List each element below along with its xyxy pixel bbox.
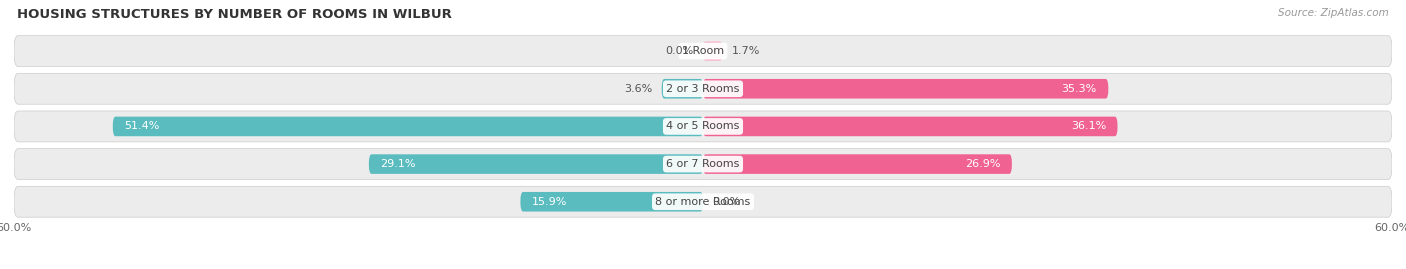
FancyBboxPatch shape [703,79,1108,98]
Text: 35.3%: 35.3% [1062,84,1097,94]
FancyBboxPatch shape [703,41,723,61]
Text: 0.0%: 0.0% [665,46,693,56]
FancyBboxPatch shape [14,111,1392,142]
Text: 15.9%: 15.9% [531,197,567,207]
Text: 51.4%: 51.4% [124,121,160,132]
FancyBboxPatch shape [703,117,1118,136]
Text: 36.1%: 36.1% [1071,121,1107,132]
FancyBboxPatch shape [14,149,1392,179]
Text: 2 or 3 Rooms: 2 or 3 Rooms [666,84,740,94]
Text: 3.6%: 3.6% [624,84,652,94]
FancyBboxPatch shape [112,117,703,136]
FancyBboxPatch shape [703,154,1012,174]
Text: 4 or 5 Rooms: 4 or 5 Rooms [666,121,740,132]
FancyBboxPatch shape [368,154,703,174]
FancyBboxPatch shape [520,192,703,211]
FancyBboxPatch shape [14,73,1392,104]
Text: 26.9%: 26.9% [965,159,1001,169]
Text: Source: ZipAtlas.com: Source: ZipAtlas.com [1278,8,1389,18]
Text: 1 Room: 1 Room [682,46,724,56]
Text: 29.1%: 29.1% [381,159,416,169]
FancyBboxPatch shape [14,36,1392,66]
Text: 8 or more Rooms: 8 or more Rooms [655,197,751,207]
Text: 6 or 7 Rooms: 6 or 7 Rooms [666,159,740,169]
Text: HOUSING STRUCTURES BY NUMBER OF ROOMS IN WILBUR: HOUSING STRUCTURES BY NUMBER OF ROOMS IN… [17,8,451,21]
FancyBboxPatch shape [14,186,1392,217]
Text: 0.0%: 0.0% [713,197,741,207]
FancyBboxPatch shape [662,79,703,98]
Text: 1.7%: 1.7% [731,46,761,56]
